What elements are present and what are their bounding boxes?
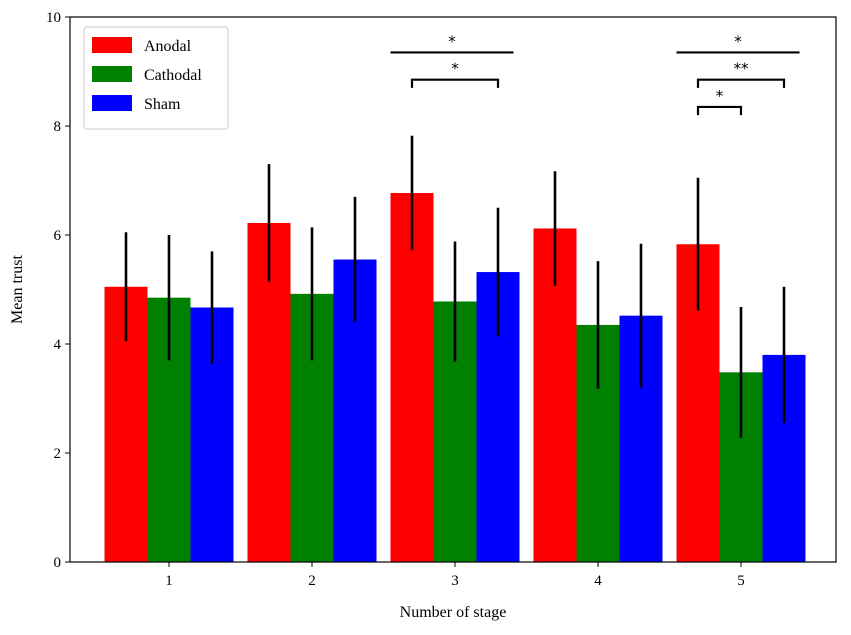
y-axis: 0 2 4 6 8 10 [46, 10, 70, 571]
legend-label-cathodal: Cathodal [144, 67, 202, 84]
significance-label: * [451, 60, 459, 78]
y-tick-label: 2 [54, 446, 62, 462]
significance-label: ** [734, 60, 750, 78]
bracket-line [696, 78, 786, 88]
y-tick-label: 0 [54, 555, 62, 571]
legend-label-anodal: Anodal [144, 38, 192, 55]
significance-bracket: ** [696, 60, 786, 88]
bar-anodal-stage-3 [390, 193, 434, 562]
significance-group: ****** [390, 32, 800, 116]
significance-bracket: * [390, 32, 514, 54]
x-tick-label: 4 [594, 573, 602, 589]
legend-swatch-cathodal [92, 66, 132, 82]
y-tick-label: 6 [54, 228, 62, 244]
significance-label: * [448, 32, 456, 50]
bracket-line [410, 78, 500, 88]
significance-bracket: * [676, 32, 800, 54]
error-bars-group [124, 135, 786, 438]
significance-bracket: * [696, 87, 743, 116]
significance-label: * [716, 87, 724, 105]
y-tick-label: 8 [54, 119, 62, 135]
x-tick-label: 1 [165, 573, 173, 589]
significance-label: * [734, 32, 742, 50]
legend-label-sham: Sham [144, 96, 181, 113]
y-tick-label: 4 [54, 337, 62, 353]
legend-swatch-sham [92, 95, 132, 111]
bracket-line [696, 105, 743, 116]
bars-group [104, 193, 806, 562]
legend-swatch-anodal [92, 37, 132, 53]
x-axis: 1 2 3 4 5 [165, 562, 745, 589]
x-axis-label: Number of stage [400, 604, 507, 621]
y-tick-label: 10 [46, 10, 61, 26]
x-tick-label: 5 [737, 573, 745, 589]
legend: Anodal Cathodal Sham [83, 26, 229, 130]
x-tick-label: 3 [451, 573, 459, 589]
y-axis-label: Mean trust [9, 255, 26, 324]
plot-frame [69, 16, 837, 563]
significance-bracket: * [410, 60, 500, 88]
x-tick-label: 2 [308, 573, 316, 589]
